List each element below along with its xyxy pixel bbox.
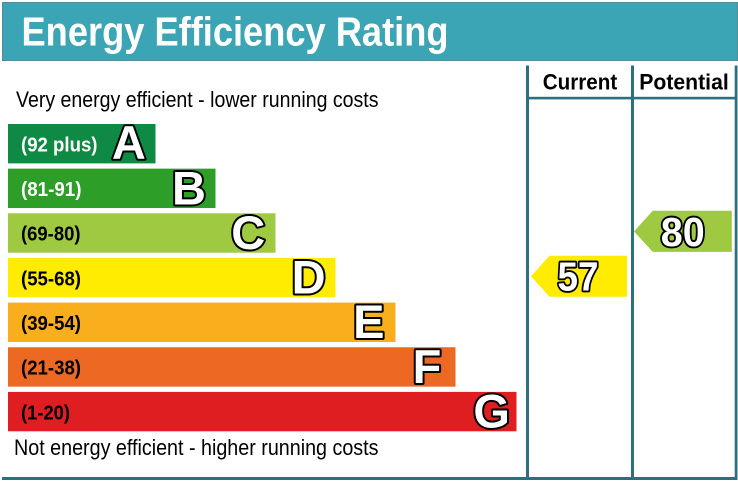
svg-text:Energy Efficiency Rating: Energy Efficiency Rating [22,9,449,55]
svg-text:B: B [172,161,206,214]
svg-text:F: F [413,340,442,393]
svg-text:Current: Current [543,70,618,95]
svg-text:(55-68): (55-68) [21,268,81,290]
svg-text:80: 80 [661,209,705,255]
svg-text:57: 57 [558,254,599,300]
svg-text:(69-80): (69-80) [21,224,81,246]
svg-text:A: A [112,116,146,169]
svg-text:Not energy efficient - higher: Not energy efficient - higher running co… [14,435,379,460]
svg-text:(1-20): (1-20) [21,402,70,424]
svg-text:D: D [292,251,326,304]
svg-text:Very energy efficient - lower: Very energy efficient - lower running co… [16,87,379,112]
svg-text:E: E [353,295,384,348]
svg-text:(92 plus): (92 plus) [21,134,98,156]
svg-text:C: C [231,206,265,259]
svg-text:Potential: Potential [639,70,729,95]
svg-text:(21-38): (21-38) [21,358,81,380]
svg-text:(81-91): (81-91) [21,179,82,201]
svg-text:G: G [473,384,510,437]
svg-text:(39-54): (39-54) [21,313,81,335]
